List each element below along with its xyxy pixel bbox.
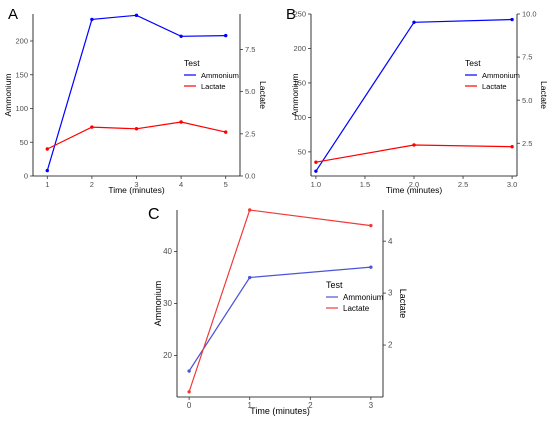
x-tick-label: 0 [187, 401, 192, 410]
y2-tick-label: 4 [388, 237, 393, 246]
legend-title: Test [184, 58, 200, 68]
legend-label-lactate: Lactate [343, 304, 370, 313]
y2-axis-title: Lactate [539, 81, 549, 109]
data-point-ammonium [90, 17, 94, 22]
series-line-lactate [315, 144, 513, 163]
data-point-ammonium [179, 34, 183, 38]
y2-tick-label: 10.0 [522, 10, 537, 19]
x-tick-label: 1 [45, 180, 49, 189]
y-axis-title: Ammonium [3, 74, 13, 117]
chart-panel-c: C 0 1 2 3 20 30 40 2 3 4 Time (minutes) Ammonium Lact… [148, 206, 408, 416]
y-tick-label: 200 [293, 44, 306, 53]
x-tick-label: 3 [134, 180, 138, 189]
y-tick-label: 30 [163, 299, 172, 308]
y2-tick-label: 2.5 [245, 129, 255, 138]
y-tick-label: 20 [163, 351, 172, 360]
data-point-lactate [45, 147, 49, 151]
y-tick-label: 0 [24, 172, 28, 181]
data-point-lactate [369, 223, 373, 228]
legend-label-ammonium: Ammonium [482, 71, 520, 80]
x-tick-label: 2 [90, 180, 94, 189]
series-line-lactate [47, 121, 226, 150]
data-point-lactate [248, 208, 252, 212]
y-tick-label: 200 [15, 37, 28, 46]
x-tick-label: 3 [369, 401, 374, 410]
y-tick-label: 150 [293, 79, 306, 88]
panel-label: B [286, 6, 296, 23]
y-tick-label: 50 [20, 138, 28, 147]
series-line-ammonium [188, 266, 371, 372]
data-point-ammonium [369, 265, 373, 269]
x-axis-title: Time (minutes) [250, 406, 310, 416]
y2-axis-title: Lactate [398, 289, 408, 319]
y-tick-label: 250 [293, 10, 306, 19]
data-point-lactate [510, 145, 514, 149]
x-tick-label: 1.0 [311, 180, 321, 189]
data-point-lactate [314, 160, 318, 164]
y2-tick-label: 2 [388, 341, 393, 350]
x-tick-label: 1.5 [360, 180, 370, 189]
x-tick-label: 1 [247, 401, 252, 410]
data-point-ammonium [314, 169, 318, 173]
y2-tick-label: 0.0 [245, 172, 255, 181]
y-tick-label: 150 [15, 70, 28, 79]
y-axis-title: Ammonium [290, 74, 300, 117]
y2-tick-label: 3 [388, 289, 393, 298]
legend-label-lactate: Lactate [201, 82, 226, 91]
y-tick-label: 100 [293, 113, 306, 122]
y-axis-title: Ammonium [153, 281, 163, 327]
x-tick-label: 3.0 [507, 180, 517, 189]
y2-tick-label: 7.5 [245, 45, 255, 54]
data-point-ammonium [187, 369, 191, 373]
legend-label-ammonium: Ammonium [343, 293, 384, 302]
chart-panel-b: B 1.0 1.5 2.0 2.5 3.0 50 100 150 200 250 2.5 5.0 7.5 1… [286, 6, 549, 195]
data-point-ammonium [45, 168, 49, 173]
legend-title: Test [326, 280, 343, 290]
y-tick-label: 50 [298, 147, 306, 156]
panel-label: C [148, 206, 160, 223]
panel-label: A [8, 6, 18, 23]
data-point-lactate [412, 143, 416, 147]
legend-title: Test [465, 58, 481, 68]
data-point-ammonium [134, 13, 139, 18]
data-point-lactate [224, 130, 228, 134]
y-tick-label: 100 [15, 104, 28, 113]
y2-tick-label: 5.0 [522, 96, 532, 105]
y2-tick-label: 5.0 [245, 87, 255, 96]
data-point-ammonium [248, 275, 252, 280]
series-line-ammonium [46, 14, 226, 171]
x-tick-label: 2 [308, 401, 313, 410]
y2-tick-label: 7.5 [522, 53, 532, 62]
y-tick-label: 40 [163, 247, 172, 256]
data-point-ammonium [510, 17, 514, 22]
data-point-ammonium [412, 20, 416, 24]
data-point-lactate [90, 125, 94, 129]
data-point-lactate [134, 127, 139, 131]
legend-label-ammonium: Ammonium [201, 71, 239, 80]
y2-tick-label: 2.5 [522, 139, 532, 148]
x-tick-label: 5 [224, 180, 228, 189]
x-axis-title: Time (minutes) [386, 185, 443, 195]
x-tick-label: 4 [179, 180, 183, 189]
data-point-lactate [187, 390, 191, 394]
data-point-ammonium [224, 33, 228, 38]
data-point-lactate [179, 120, 183, 124]
legend-label-lactate: Lactate [482, 82, 507, 91]
x-tick-label: 2.0 [409, 180, 419, 189]
y2-axis-title: Lactate [258, 81, 268, 109]
series-line-ammonium [315, 18, 513, 172]
x-tick-label: 2.5 [458, 180, 468, 189]
x-axis-title: Time (minutes) [108, 185, 165, 195]
